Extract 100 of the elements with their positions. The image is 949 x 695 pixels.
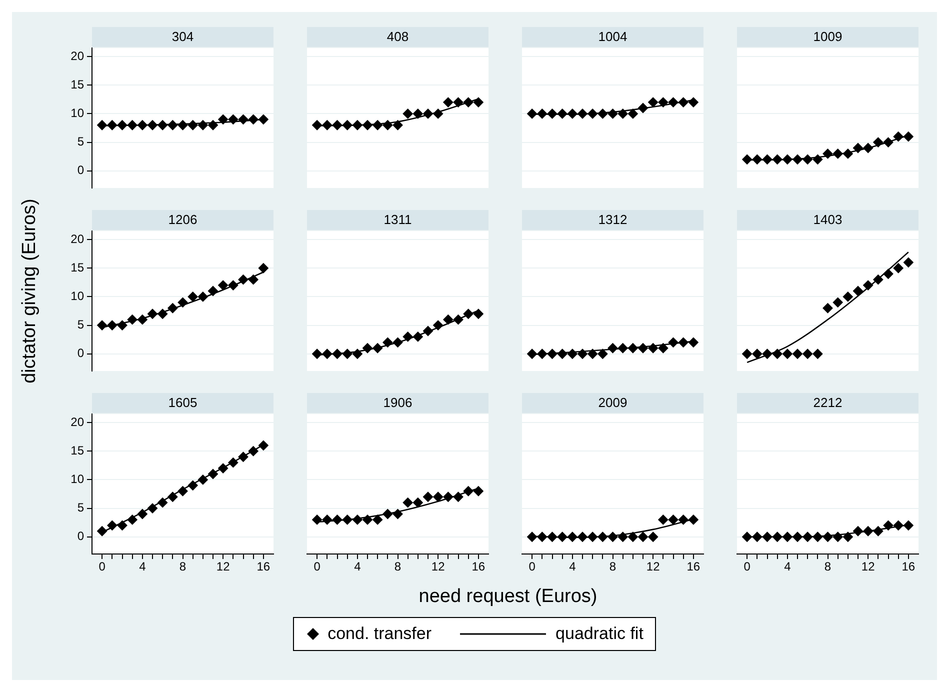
point <box>342 348 352 359</box>
y-tick-label: 15 <box>70 77 84 92</box>
point <box>322 348 332 359</box>
point <box>312 348 322 359</box>
point <box>463 486 474 496</box>
x-tick-label: 0 <box>528 560 536 574</box>
point <box>97 320 108 330</box>
point <box>453 492 464 502</box>
point <box>168 303 178 314</box>
x-tick-label: 0 <box>744 560 751 574</box>
x-tick-label: 12 <box>216 560 230 574</box>
chart-title: 408 <box>386 29 409 44</box>
point <box>208 286 218 296</box>
point <box>832 148 843 159</box>
point <box>822 303 833 314</box>
point <box>762 348 772 359</box>
point <box>802 348 813 359</box>
point <box>158 498 168 508</box>
point <box>362 514 372 525</box>
point <box>873 274 884 285</box>
point <box>148 503 158 514</box>
point <box>883 268 894 279</box>
point <box>423 492 433 502</box>
point <box>248 446 258 456</box>
point <box>782 154 792 164</box>
point <box>97 526 108 536</box>
y-tick-label: 20 <box>70 414 84 429</box>
point <box>322 514 332 525</box>
y-axis-title: dictator giving (Euros) <box>18 197 41 385</box>
chart-title: 2212 <box>813 395 842 410</box>
point <box>433 320 444 330</box>
point <box>188 292 198 302</box>
point <box>127 514 138 525</box>
x-tick-label: 16 <box>256 560 270 574</box>
point <box>392 337 403 348</box>
point <box>372 343 383 354</box>
x-tick-label: 12 <box>861 560 876 574</box>
point <box>463 308 474 319</box>
point <box>178 297 188 308</box>
chart-title: 2009 <box>598 395 628 410</box>
chart-title: 1206 <box>168 212 198 228</box>
chart-title: 1605 <box>168 395 198 410</box>
x-tick-label: 8 <box>609 560 616 574</box>
point <box>127 314 138 325</box>
y-tick-label: 10 <box>70 472 84 486</box>
point <box>443 492 454 502</box>
point <box>238 452 248 462</box>
point <box>433 492 444 502</box>
point <box>832 297 843 308</box>
point <box>752 348 762 359</box>
point <box>392 509 403 519</box>
legend-label: cond. transfer <box>328 624 432 644</box>
point <box>752 154 762 164</box>
x-tick-label: 12 <box>646 560 660 574</box>
chart-title: 304 <box>172 29 194 44</box>
point <box>137 509 148 519</box>
point <box>893 263 904 274</box>
point <box>218 463 228 474</box>
point <box>332 514 342 525</box>
y-tick-label: 10 <box>70 289 84 304</box>
x-tick-label: 12 <box>431 560 446 574</box>
point <box>903 257 914 268</box>
point <box>443 314 454 325</box>
point <box>423 326 433 336</box>
point <box>117 520 128 530</box>
point <box>248 274 258 285</box>
point <box>198 292 208 302</box>
point <box>792 154 802 164</box>
y-tick-label: 20 <box>70 48 84 63</box>
point <box>372 514 383 525</box>
point <box>842 148 853 159</box>
point <box>853 143 863 153</box>
point <box>412 498 423 508</box>
point <box>812 154 823 164</box>
point <box>802 154 813 164</box>
point <box>312 514 322 525</box>
point <box>158 308 168 319</box>
point <box>258 263 268 274</box>
x-tick-label: 8 <box>179 560 186 574</box>
y-tick-label: 20 <box>70 232 84 246</box>
y-tick-label: 15 <box>70 260 84 274</box>
point <box>168 492 178 502</box>
y-tick-label: 0 <box>77 529 84 544</box>
point <box>382 337 393 348</box>
point <box>473 486 484 496</box>
point <box>352 514 362 525</box>
point <box>208 469 218 479</box>
x-tick-label: 0 <box>98 560 106 574</box>
point <box>178 486 188 496</box>
x-tick-label: 16 <box>472 560 486 574</box>
point <box>412 332 423 342</box>
y-tick-label: 5 <box>77 500 84 515</box>
chart-title: 1312 <box>598 212 628 228</box>
x-tick-label: 16 <box>902 560 916 574</box>
point <box>107 520 118 530</box>
point <box>772 154 782 164</box>
point <box>342 514 352 525</box>
point <box>822 148 833 159</box>
point <box>863 143 874 153</box>
x-tick-label: 4 <box>784 560 792 574</box>
